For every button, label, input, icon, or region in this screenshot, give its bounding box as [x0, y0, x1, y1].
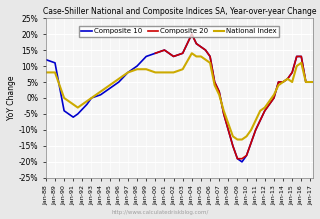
- National Index: [304, 81, 308, 83]
- Line: Composite 20: Composite 20: [155, 34, 313, 159]
- Legend: Composite 10, Composite 20, National Index: Composite 10, Composite 20, National Ind…: [79, 26, 279, 37]
- Composite 10: [100, 92, 104, 95]
- Composite 10: [155, 51, 159, 54]
- Composite 10: [44, 58, 48, 61]
- Line: Composite 10: Composite 10: [46, 34, 313, 162]
- Composite 10: [190, 33, 194, 35]
- National Index: [311, 81, 315, 83]
- National Index: [236, 138, 239, 141]
- Composite 20: [311, 81, 315, 83]
- National Index: [100, 89, 104, 92]
- Composite 10: [304, 81, 308, 83]
- Y-axis label: YoY Change: YoY Change: [7, 76, 16, 120]
- Text: http://www.calculatedriskblog.com/: http://www.calculatedriskblog.com/: [111, 210, 209, 215]
- National Index: [44, 71, 48, 74]
- National Index: [150, 70, 154, 72]
- Line: National Index: National Index: [46, 53, 313, 140]
- National Index: [155, 71, 159, 74]
- National Index: [190, 52, 194, 55]
- Composite 10: [311, 81, 315, 83]
- National Index: [69, 101, 73, 104]
- Title: Case-Shiller National and Composite Indices SA, Year-over-year Change: Case-Shiller National and Composite Indi…: [43, 7, 316, 16]
- Composite 20: [155, 51, 159, 54]
- Composite 10: [150, 53, 154, 56]
- Composite 10: [240, 161, 244, 163]
- Composite 20: [302, 72, 306, 75]
- Composite 10: [99, 94, 102, 96]
- National Index: [99, 90, 102, 93]
- Composite 10: [69, 114, 73, 117]
